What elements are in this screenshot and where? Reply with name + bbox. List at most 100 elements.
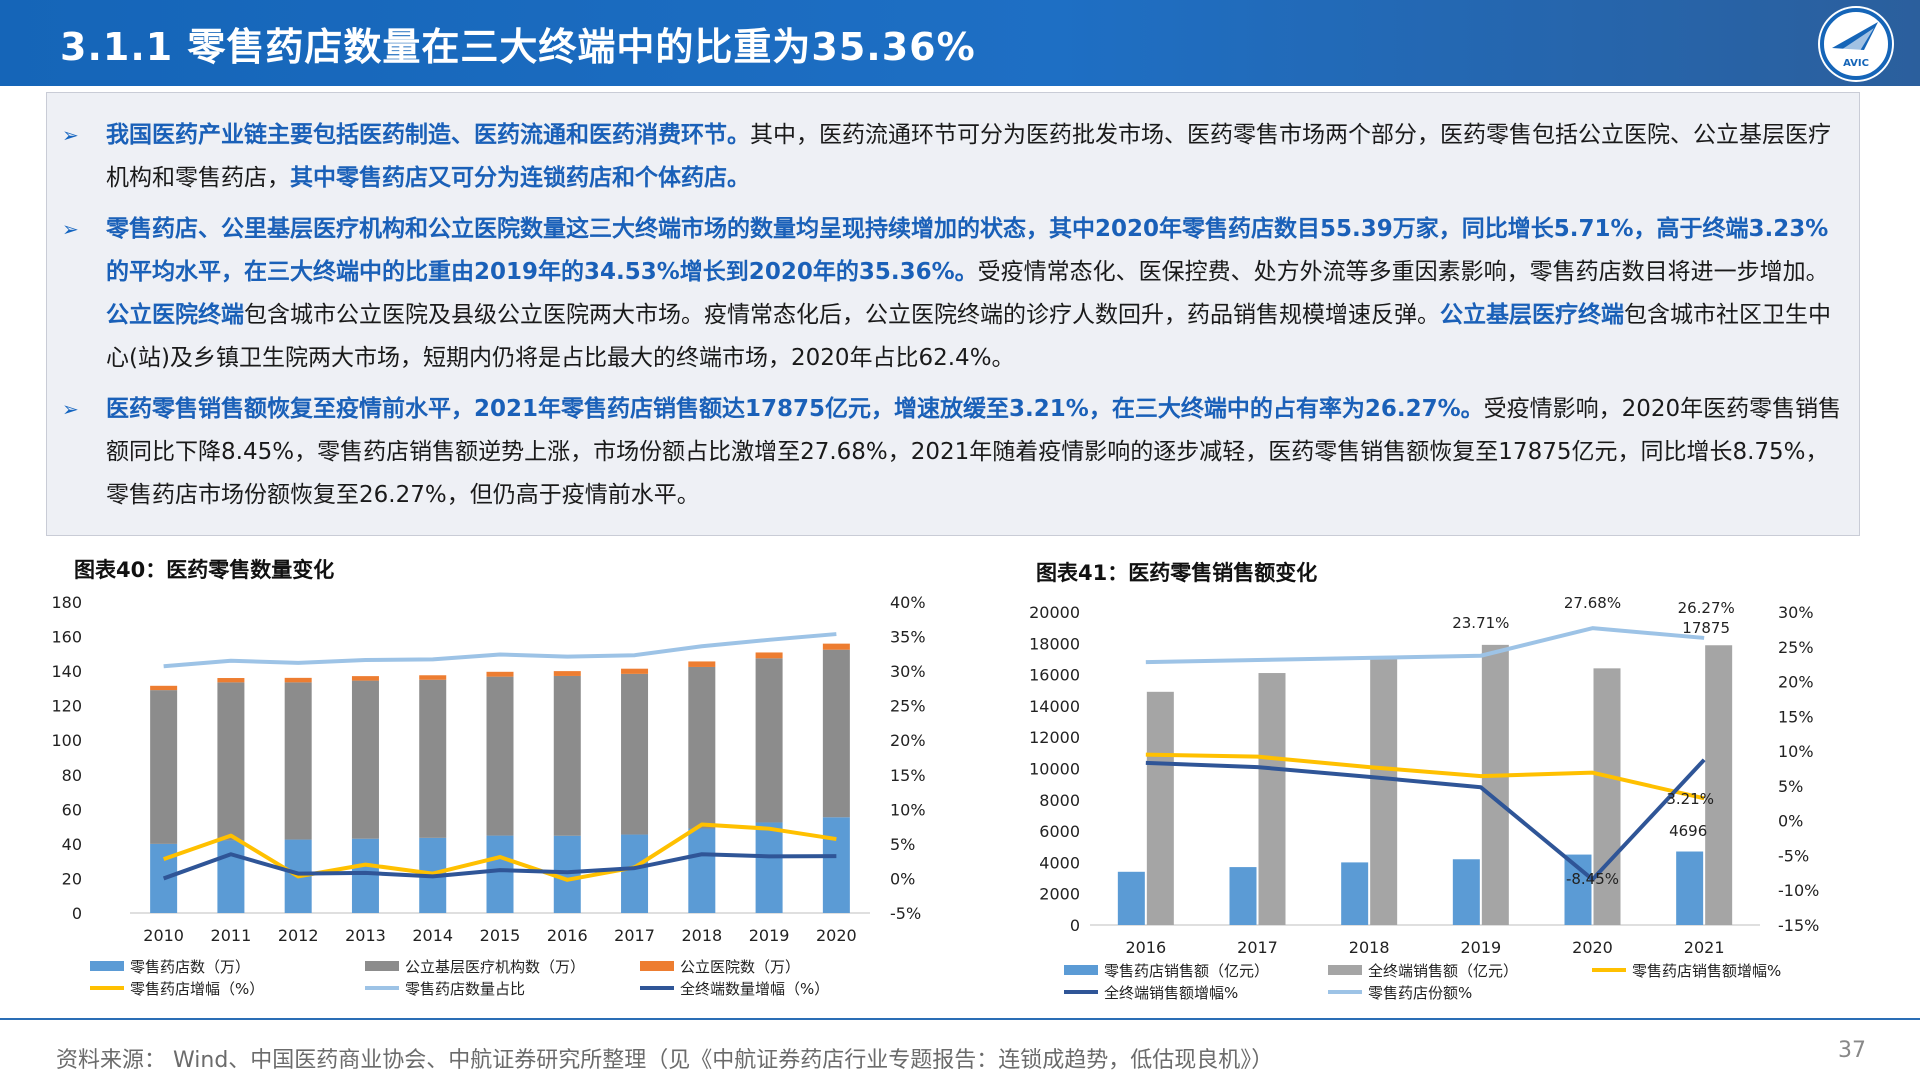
y-right-tick-label: 30% — [890, 662, 926, 681]
bar-segment — [150, 690, 178, 844]
legend-label: 零售药店数（万） — [130, 958, 250, 976]
bar — [1117, 871, 1145, 925]
series-line — [162, 852, 837, 881]
x-tick-label: 2016 — [1125, 938, 1166, 957]
p2-seg2: 公立医院终端 — [106, 302, 244, 328]
chart41-title: 图表41：医药零售销售额变化 — [1036, 561, 1318, 585]
p1-seg0: 我国医药产业链主要包括医药制造、医药流通和医药消费环节。 — [106, 122, 750, 148]
y-left-tick-label: 20000 — [1029, 603, 1080, 622]
legend-label: 全终端销售额增幅% — [1104, 984, 1238, 1002]
legend-swatch — [90, 961, 124, 971]
data-label: 26.27% — [1678, 599, 1735, 617]
bar-segment — [621, 668, 649, 674]
y-left-tick-label: 160 — [51, 628, 82, 647]
bar-segment — [351, 838, 379, 913]
x-tick-label: 2014 — [412, 926, 453, 945]
y-left-tick-label: 40 — [62, 835, 82, 854]
x-tick-label: 2017 — [614, 926, 655, 945]
y-left-tick-label: 16000 — [1029, 666, 1080, 685]
bar — [1229, 867, 1257, 925]
y-left-tick-label: 0 — [1070, 916, 1080, 935]
x-tick-label: 2018 — [1349, 938, 1390, 957]
paragraph-1: ➢ 我国医药产业链主要包括医药制造、医药流通和医药消费环节。其中，医药流通环节可… — [62, 114, 1846, 200]
data-label: 23.71% — [1452, 614, 1509, 632]
bar-segment — [486, 671, 514, 677]
bar-segment — [284, 677, 312, 683]
x-tick-label: 2018 — [681, 926, 722, 945]
y-right-tick-label: 10% — [890, 800, 926, 819]
bar — [1705, 645, 1733, 925]
y-right-tick-label: 20% — [890, 731, 926, 750]
bar-segment — [822, 817, 850, 913]
series-line — [1145, 626, 1705, 665]
bar-segment — [688, 828, 716, 913]
legend-label: 零售药店份额% — [1368, 984, 1472, 1002]
y-left-tick-label: 140 — [51, 662, 82, 681]
bar-segment — [217, 678, 245, 683]
legend-label: 零售药店销售额（亿元） — [1104, 962, 1269, 980]
y-right-tick-label: 25% — [890, 697, 926, 716]
chart41: 0 2000 4000 6000 8000 10000 12000 14000 16000 180… — [1029, 594, 1819, 1002]
p2-seg5: 包含城市社区卫生中心(站)及乡镇卫生院两大市场，短期内仍将是占比最大的终端市场，… — [106, 302, 1831, 371]
bar — [1370, 658, 1398, 925]
y-left-tick-label: 12000 — [1029, 728, 1080, 747]
source-note: 资料来源： Wind、中国医药商业协会、中航证券研究所整理（见《中航证券药店行业… — [56, 1048, 1274, 1073]
bar-segment — [419, 675, 447, 680]
p2-seg1: 受疫情常态化、医保控费、处方外流等多重因素影响，零售药店数目将进一步增加。 — [977, 259, 1829, 285]
bar — [1593, 668, 1621, 925]
y-right-tick-label: 5% — [890, 835, 915, 854]
x-tick-label: 2015 — [480, 926, 521, 945]
chart40: 0 20 40 60 80 100 120 140 160 180 -5% 0% 5% 10% 15% 20%… — [51, 593, 926, 998]
legend-label: 全终端数量增幅（%） — [680, 980, 829, 998]
y-left-tick-label: 6000 — [1039, 822, 1080, 841]
bar-segment — [755, 822, 783, 913]
slide-header: 3.1.1 零售药店数量在三大终端中的比重为35.36% AVIC — [0, 0, 1920, 86]
series-line — [1145, 752, 1705, 801]
bar — [1341, 862, 1369, 925]
bullet-arrow-icon: ➢ — [62, 123, 79, 147]
bar-segment — [553, 671, 581, 676]
legend-label: 零售药店数量占比 — [405, 980, 525, 998]
x-tick-label: 2017 — [1237, 938, 1278, 957]
bar-segment — [621, 673, 649, 835]
paragraph-2: ➢ 零售药店、公里基层医疗机构和公立医院数量这三大终端市场的数量均呈现持续增加的… — [62, 208, 1846, 380]
bar-segment — [688, 666, 716, 829]
y-right-tick-label: 40% — [890, 593, 926, 612]
y-left-tick-label: 20 — [62, 869, 82, 888]
bar-segment — [486, 676, 514, 836]
x-tick-label: 2012 — [278, 926, 319, 945]
y-left-tick-label: 8000 — [1039, 791, 1080, 810]
data-label: 27.68% — [1564, 594, 1621, 612]
x-tick-label: 2013 — [345, 926, 386, 945]
bullet-arrow-icon: ➢ — [62, 217, 79, 241]
slide-title: 3.1.1 零售药店数量在三大终端中的比重为35.36% — [60, 25, 976, 69]
bar-segment — [351, 676, 379, 681]
y-left-tick-label: 60 — [62, 800, 82, 819]
legend-label: 零售药店销售额增幅% — [1632, 962, 1781, 980]
series-line — [163, 632, 837, 669]
bar-segment — [150, 685, 178, 691]
p2-seg3: 包含城市公立医院及县级公立医院两大市场。疫情常态化后，公立医院终端的诊疗人数回升… — [244, 302, 1440, 328]
legend-swatch — [365, 961, 399, 971]
y-left-tick-label: 0 — [72, 904, 82, 923]
legend-swatch — [1064, 965, 1098, 975]
data-label: 4696 — [1669, 822, 1707, 840]
bar-segment — [822, 643, 850, 650]
page-number: 37 — [1838, 1038, 1866, 1063]
y-left-tick-label: 14000 — [1029, 697, 1080, 716]
series-line — [162, 822, 837, 882]
paragraph-3: ➢ 医药零售销售额恢复至疫情前水平，2021年零售药店销售额达17875亿元，增… — [62, 388, 1846, 517]
p2-seg4: 公立基层医疗终端 — [1440, 302, 1624, 328]
bar-segment — [553, 835, 581, 913]
chart40-title: 图表40：医药零售数量变化 — [74, 558, 335, 582]
bar — [1452, 859, 1480, 925]
bar-segment — [621, 834, 649, 913]
x-tick-label: 2019 — [749, 926, 790, 945]
avic-logo: AVIC — [1818, 6, 1894, 82]
p3-seg1: 受疫情影响，2020年医药零售销售额同比下降8.45%，零售药店销售额逆势上涨，… — [106, 396, 1842, 508]
y-left-tick-label: 4000 — [1039, 853, 1080, 872]
y-right-tick-label: 35% — [890, 628, 926, 647]
x-tick-label: 2021 — [1684, 938, 1725, 957]
bar-segment — [486, 835, 514, 913]
y-right-tick-label: 15% — [1778, 707, 1814, 726]
